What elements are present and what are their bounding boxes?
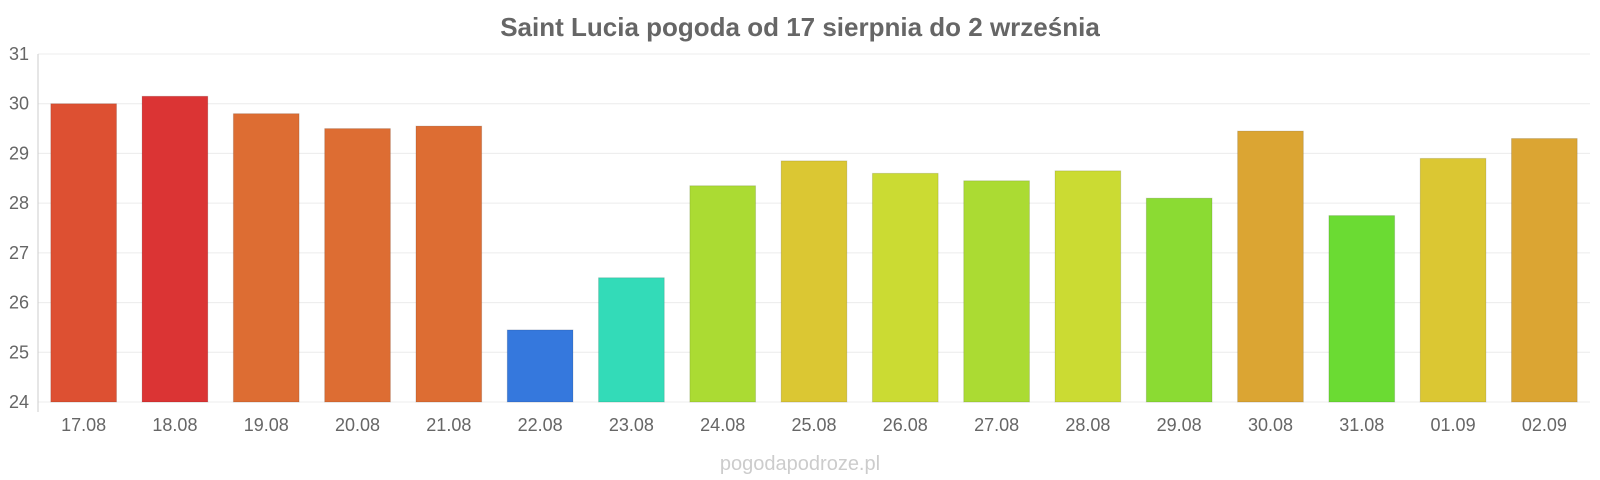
bar-01.09 (1419, 157, 1487, 403)
x-tick-label: 31.08 (1339, 415, 1384, 435)
y-tick-label: 26 (9, 293, 29, 313)
bar-24.08 (689, 185, 757, 403)
y-tick-label: 30 (9, 94, 29, 114)
bar-23.08 (598, 277, 665, 403)
bar-02.09 (1510, 138, 1578, 403)
x-tick-label: 23.08 (609, 415, 654, 435)
watermark: pogodapodroze.pl (720, 453, 880, 475)
x-tick-label: 01.09 (1431, 415, 1476, 435)
y-tick-label: 28 (9, 193, 29, 213)
y-tick-label: 27 (9, 243, 29, 263)
bar-30.08 (1237, 130, 1304, 403)
bar-25.08 (780, 160, 848, 403)
bar-31.08 (1328, 215, 1396, 403)
y-tick-label: 25 (9, 342, 29, 362)
x-tick-label: 27.08 (974, 415, 1019, 435)
bar-21.08 (415, 125, 483, 403)
x-axis-ticks: 17.08 18.08 19.08 20.08 21.08 22.08 23.08 24.08… (61, 415, 1567, 435)
bar-29.08 (1145, 197, 1213, 403)
x-tick-label: 28.08 (1065, 415, 1110, 435)
y-tick-label: 31 (9, 44, 29, 64)
x-tick-label: 20.08 (335, 415, 380, 435)
x-tick-label: 22.08 (518, 415, 563, 435)
bar-26.08 (871, 172, 939, 403)
bar-18.08 (141, 95, 209, 403)
bars (50, 95, 1578, 403)
x-tick-label: 25.08 (791, 415, 836, 435)
y-axis-ticks: 24 25 26 27 28 29 30 31 (9, 44, 29, 412)
bar-27.08 (963, 180, 1030, 403)
x-tick-label: 17.08 (61, 415, 106, 435)
bar-17.08 (50, 103, 118, 403)
y-tick-label: 29 (9, 143, 29, 163)
bar-22.08 (506, 329, 574, 403)
x-tick-label: 26.08 (883, 415, 928, 435)
x-tick-label: 30.08 (1248, 415, 1293, 435)
chart-title: Saint Lucia pogoda od 17 sierpnia do 2 w… (500, 12, 1100, 42)
x-tick-label: 19.08 (244, 415, 289, 435)
bar-28.08 (1054, 170, 1122, 403)
x-tick-label: 21.08 (426, 415, 471, 435)
bar-19.08 (232, 113, 300, 403)
y-tick-label: 24 (9, 392, 29, 412)
x-tick-label: 02.09 (1522, 415, 1567, 435)
x-tick-label: 24.08 (700, 415, 745, 435)
x-tick-label: 29.08 (1157, 415, 1202, 435)
bar-20.08 (324, 128, 391, 403)
x-tick-label: 18.08 (152, 415, 197, 435)
